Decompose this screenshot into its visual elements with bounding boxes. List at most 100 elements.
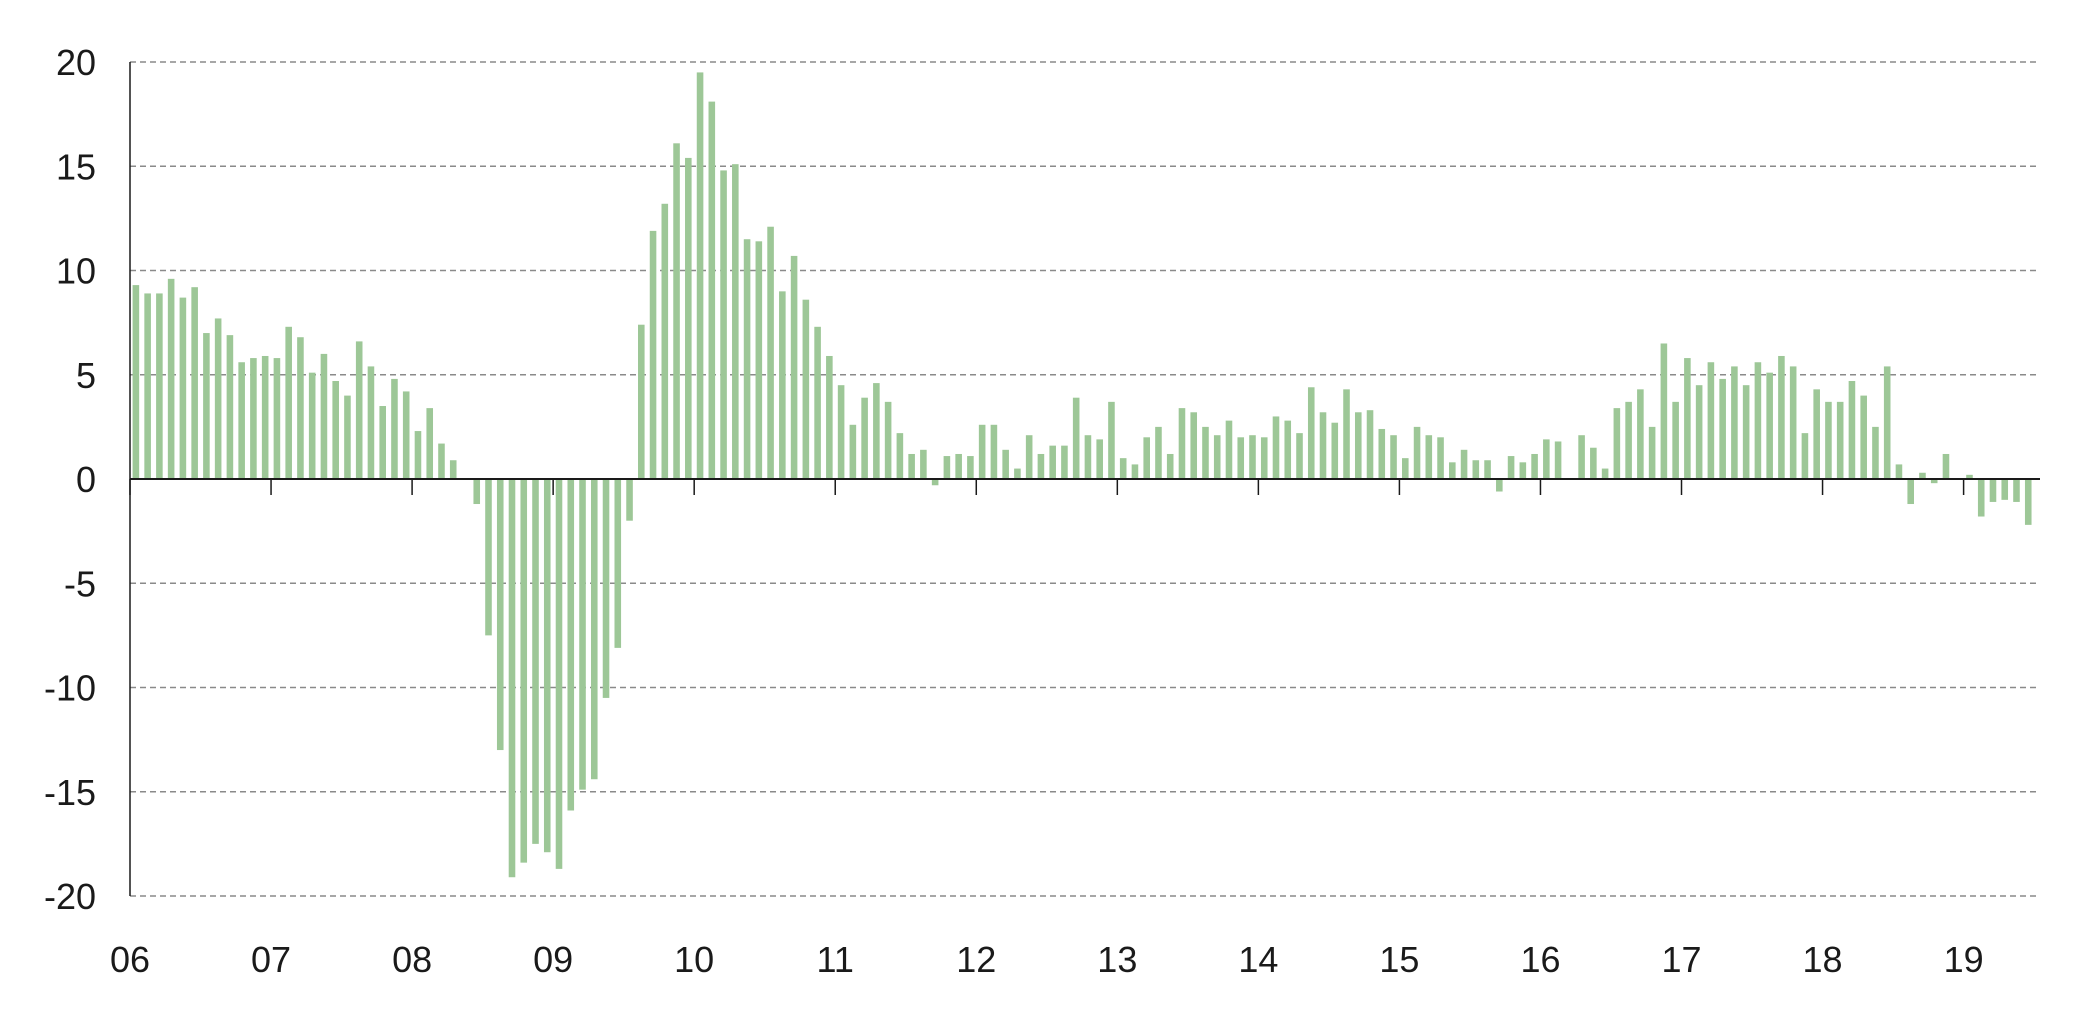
tick-labels: 20 15 10 5 0 -5 -10 -15 -20 06 07 08 09 10 11 12 13 14 15 1…	[44, 42, 1984, 980]
bar	[379, 406, 386, 479]
y-tick-label: -10	[44, 668, 96, 709]
bar	[1707, 362, 1715, 479]
bar	[1213, 435, 1221, 479]
bar	[708, 101, 716, 479]
y-tick-label: -15	[44, 772, 96, 813]
bar	[1778, 355, 1785, 479]
bar	[638, 324, 645, 479]
x-tick-label: 18	[1803, 939, 1843, 980]
bar	[1272, 416, 1280, 479]
bar	[2013, 479, 2020, 502]
bar	[1460, 449, 1468, 479]
bar	[449, 460, 457, 479]
bar	[156, 293, 163, 479]
bar	[391, 378, 398, 479]
y-tick-label: 20	[56, 42, 96, 83]
bar	[1507, 456, 1515, 479]
bar	[1966, 474, 1973, 479]
bar	[1860, 395, 1867, 479]
x-tick-label: 09	[533, 939, 573, 980]
bar	[1049, 445, 1056, 479]
bar	[1531, 453, 1538, 479]
bar	[250, 358, 257, 479]
bar	[1025, 435, 1033, 479]
gridlines	[130, 61, 2040, 897]
bar	[555, 479, 563, 869]
bar	[214, 318, 222, 479]
bar	[931, 479, 939, 486]
bar	[1425, 435, 1433, 479]
bar	[1225, 420, 1233, 479]
bar	[908, 453, 915, 479]
x-tick-label: 16	[1520, 939, 1560, 980]
bar	[1496, 479, 1503, 492]
bar	[1731, 366, 1738, 479]
bar	[861, 397, 868, 479]
bar	[167, 278, 175, 479]
bar	[1883, 366, 1891, 479]
bar	[955, 453, 962, 479]
bar	[779, 291, 786, 479]
bar	[508, 479, 516, 878]
bar	[1378, 428, 1386, 479]
bar	[226, 335, 234, 479]
bar	[1166, 453, 1174, 479]
bar	[261, 355, 269, 479]
bars	[132, 72, 2032, 878]
x-tick-label: 06	[110, 939, 150, 980]
bar	[920, 449, 927, 479]
bar	[814, 326, 821, 479]
bar	[873, 383, 880, 479]
bar	[943, 456, 951, 479]
bar	[1766, 372, 1773, 479]
bar	[1084, 435, 1092, 479]
x-tick-label: 11	[817, 939, 854, 980]
bar	[414, 431, 422, 479]
bar	[826, 355, 833, 479]
bar	[567, 479, 575, 811]
bar	[2001, 479, 2009, 500]
y-tick-label: 15	[56, 146, 96, 187]
bar	[602, 479, 610, 698]
bar	[1930, 479, 1938, 484]
bar	[590, 479, 598, 780]
bar	[1977, 479, 1985, 517]
bar	[179, 297, 187, 479]
bar	[1237, 437, 1245, 479]
x-tick-label: 14	[1238, 939, 1278, 980]
bar	[1543, 439, 1550, 479]
bar	[1143, 437, 1150, 479]
bar	[1989, 479, 1997, 502]
bar	[685, 157, 692, 479]
bar	[285, 326, 292, 479]
bar	[297, 337, 304, 479]
bar	[426, 408, 434, 479]
bar	[1613, 408, 1621, 479]
bar	[532, 479, 539, 844]
bar	[191, 287, 198, 479]
bar	[1484, 460, 1491, 479]
bar	[1096, 439, 1103, 479]
bar	[767, 226, 774, 479]
bar	[1343, 389, 1350, 479]
bar	[355, 341, 363, 479]
bar	[520, 479, 528, 863]
bar	[132, 285, 140, 479]
x-tick-label: 12	[956, 939, 996, 980]
y-tick-label: -5	[64, 563, 96, 604]
bar	[661, 203, 669, 479]
bar	[1848, 381, 1856, 479]
bar	[1648, 426, 1656, 480]
bar	[614, 479, 622, 648]
bar	[1672, 401, 1679, 479]
bar	[1119, 458, 1127, 479]
bar	[1402, 458, 1409, 479]
bar	[802, 299, 810, 479]
bar	[1072, 397, 1080, 479]
y-tick-label: 5	[76, 355, 96, 396]
bar	[732, 164, 739, 480]
bar	[884, 401, 892, 479]
bar	[308, 372, 316, 479]
bar	[967, 456, 974, 479]
